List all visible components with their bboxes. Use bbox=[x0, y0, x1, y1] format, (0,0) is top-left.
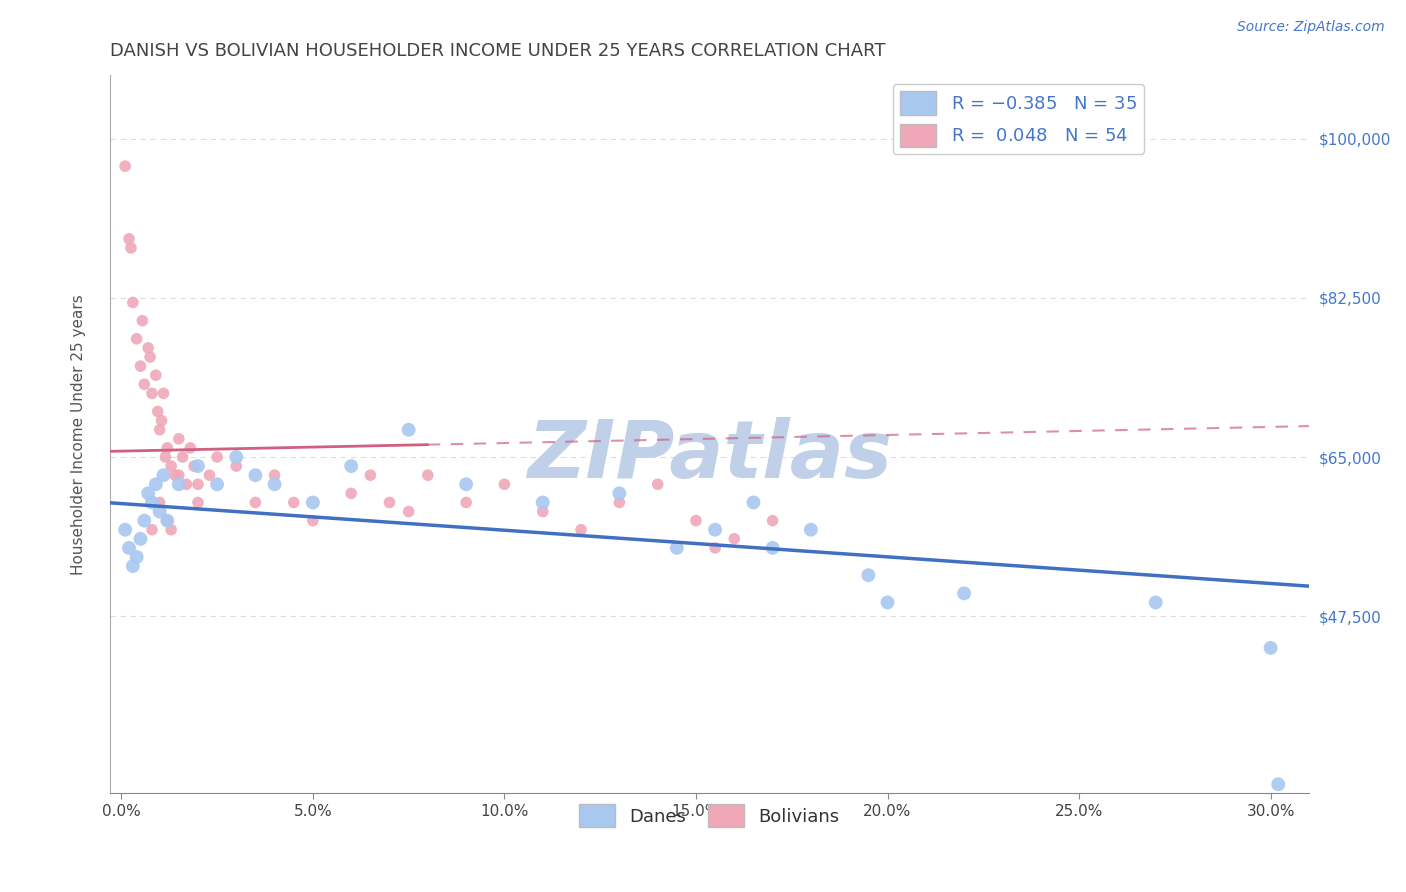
Point bbox=[152, 386, 174, 401]
Point bbox=[152, 468, 174, 483]
Point bbox=[302, 514, 325, 528]
Point bbox=[198, 468, 221, 483]
Point bbox=[129, 359, 152, 373]
Point bbox=[283, 495, 305, 509]
Point bbox=[136, 486, 159, 500]
Point bbox=[609, 495, 631, 509]
Text: Source: ZipAtlas.com: Source: ZipAtlas.com bbox=[1237, 20, 1385, 34]
Point bbox=[531, 495, 554, 509]
Point bbox=[160, 459, 183, 474]
Point bbox=[225, 450, 247, 464]
Point bbox=[141, 523, 163, 537]
Point bbox=[129, 532, 152, 546]
Point bbox=[121, 295, 143, 310]
Y-axis label: Householder Income Under 25 years: Householder Income Under 25 years bbox=[72, 293, 86, 574]
Point bbox=[146, 404, 169, 418]
Point bbox=[800, 523, 823, 537]
Point bbox=[761, 541, 783, 555]
Point bbox=[263, 468, 285, 483]
Point bbox=[704, 541, 727, 555]
Point bbox=[416, 468, 439, 483]
Point bbox=[163, 468, 186, 483]
Point bbox=[1260, 640, 1282, 655]
Point bbox=[609, 486, 631, 500]
Point bbox=[155, 450, 177, 464]
Point bbox=[156, 514, 179, 528]
Point bbox=[225, 459, 247, 474]
Point bbox=[531, 504, 554, 518]
Point bbox=[263, 477, 285, 491]
Point bbox=[118, 541, 141, 555]
Point bbox=[647, 477, 669, 491]
Point bbox=[665, 541, 688, 555]
Point bbox=[1144, 595, 1167, 609]
Point bbox=[685, 514, 707, 528]
Point bbox=[145, 477, 167, 491]
Text: ZIPatlas: ZIPatlas bbox=[527, 417, 891, 495]
Point bbox=[120, 241, 142, 255]
Point bbox=[704, 523, 727, 537]
Point bbox=[125, 549, 148, 564]
Point bbox=[114, 159, 136, 173]
Point bbox=[1267, 777, 1289, 791]
Point bbox=[167, 477, 190, 491]
Point bbox=[176, 477, 198, 491]
Point bbox=[134, 514, 156, 528]
Point bbox=[359, 468, 381, 483]
Point bbox=[456, 477, 478, 491]
Point bbox=[136, 341, 159, 355]
Point bbox=[187, 495, 209, 509]
Point bbox=[149, 495, 172, 509]
Point bbox=[156, 514, 179, 528]
Point bbox=[150, 414, 173, 428]
Point bbox=[245, 468, 267, 483]
Point bbox=[456, 495, 478, 509]
Point bbox=[742, 495, 765, 509]
Point bbox=[378, 495, 401, 509]
Point bbox=[761, 514, 783, 528]
Text: DANISH VS BOLIVIAN HOUSEHOLDER INCOME UNDER 25 YEARS CORRELATION CHART: DANISH VS BOLIVIAN HOUSEHOLDER INCOME UN… bbox=[110, 42, 886, 60]
Point bbox=[118, 232, 141, 246]
Point bbox=[953, 586, 976, 600]
Point bbox=[160, 523, 183, 537]
Point bbox=[340, 459, 363, 474]
Point bbox=[172, 450, 194, 464]
Point bbox=[205, 450, 228, 464]
Point bbox=[187, 477, 209, 491]
Point bbox=[139, 350, 162, 364]
Point bbox=[167, 468, 190, 483]
Point bbox=[723, 532, 745, 546]
Point bbox=[398, 423, 420, 437]
Point bbox=[179, 441, 201, 455]
Point bbox=[134, 377, 156, 392]
Point bbox=[125, 332, 148, 346]
Point bbox=[183, 459, 205, 474]
Point bbox=[858, 568, 880, 582]
Point bbox=[149, 423, 172, 437]
Point bbox=[205, 477, 228, 491]
Point bbox=[398, 504, 420, 518]
Point bbox=[167, 432, 190, 446]
Point bbox=[340, 486, 363, 500]
Legend: Danes, Bolivians: Danes, Bolivians bbox=[572, 797, 846, 835]
Point bbox=[145, 368, 167, 383]
Point bbox=[302, 495, 325, 509]
Point bbox=[494, 477, 516, 491]
Point bbox=[156, 441, 179, 455]
Point bbox=[141, 386, 163, 401]
Point bbox=[876, 595, 898, 609]
Point bbox=[114, 523, 136, 537]
Point bbox=[245, 495, 267, 509]
Point bbox=[131, 313, 153, 327]
Point bbox=[187, 459, 209, 474]
Point bbox=[121, 559, 143, 574]
Point bbox=[569, 523, 592, 537]
Point bbox=[149, 504, 172, 518]
Point bbox=[141, 495, 163, 509]
